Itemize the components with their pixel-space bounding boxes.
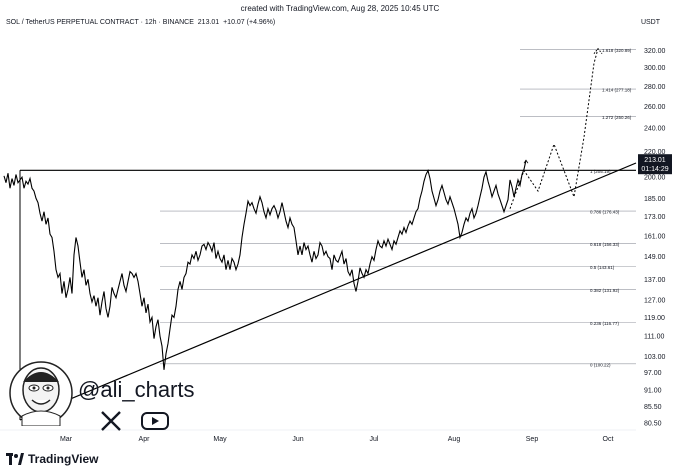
- y-tick-18: 85.50: [644, 404, 662, 411]
- x-tick-4: Jul: [370, 436, 379, 443]
- avatar-icon: [9, 361, 73, 426]
- price-badge-value: 213.01: [644, 157, 666, 164]
- y-tick-2: 280.00: [644, 84, 666, 91]
- tradingview-logo-icon: [6, 453, 24, 465]
- y-tick-9: 161.00: [644, 233, 666, 240]
- y-tick-16: 97.00: [644, 370, 662, 377]
- fib-label-9: 0 (100.22): [590, 362, 611, 367]
- x-tick-7: Oct: [603, 436, 614, 443]
- symbol-change: +10.07 (+4.96%): [223, 19, 276, 26]
- y-tick-13: 119.00: [644, 315, 665, 322]
- projection-path: [509, 48, 599, 209]
- x-tick-2: May: [213, 436, 227, 443]
- x-tick-3: Jun: [292, 436, 303, 443]
- price-badge-countdown: 01:14:29: [641, 166, 668, 173]
- price-badge: [638, 154, 672, 175]
- projection-arrow: [593, 47, 603, 54]
- created-caption: created with TradingView.com, Aug 28, 20…: [240, 4, 440, 13]
- symbol-header: SOL / TetherUS PERPETUAL CONTRACT · 12h …: [6, 19, 275, 26]
- fib-label-7: 0.382 (131.92): [590, 288, 620, 293]
- tradingview-name: TradingView: [28, 452, 99, 466]
- y-tick-17: 91.00: [644, 387, 662, 394]
- y-tick-7: 185.00: [644, 196, 666, 203]
- y-tick-3: 260.00: [644, 104, 666, 111]
- y-tick-0: 320.00: [644, 48, 666, 55]
- x-tick-1: Apr: [139, 436, 151, 443]
- x-tick-0: Mar: [60, 436, 73, 443]
- symbol-title: SOL / TetherUS PERPETUAL CONTRACT · 12h …: [6, 19, 194, 26]
- fib-label-0: 1.618 (320.89): [602, 48, 632, 53]
- y-tick-10: 149.00: [644, 254, 666, 261]
- y-tick-8: 173.00: [644, 214, 666, 221]
- y-tick-5: 220.00: [644, 149, 666, 156]
- symbol-price: 213.01: [197, 19, 220, 26]
- x-logo-icon: [101, 411, 121, 431]
- tradingview-brand: TradingView: [6, 452, 98, 466]
- y-tick-19: 80.50: [644, 420, 662, 427]
- fib-label-6: 0.5 (143.61): [590, 265, 615, 270]
- y-tick-14: 111.00: [644, 334, 664, 341]
- fib-label-5: 0.618 (156.33): [590, 242, 620, 247]
- fib-label-1: 1.414 (277.18): [602, 88, 632, 93]
- y-tick-6: 200.00: [644, 175, 666, 182]
- social-icons: [100, 410, 170, 432]
- y-tick-15: 103.00: [644, 354, 666, 361]
- x-tick-5: Aug: [448, 436, 461, 443]
- fib-label-8: 0.236 (116.77): [590, 321, 619, 326]
- price-line: [3, 160, 527, 370]
- x-tick-6: Sep: [526, 436, 539, 443]
- y-tick-12: 127.00: [644, 297, 666, 304]
- youtube-icon: [141, 412, 169, 430]
- fib-label-4: 0.786 (176.43): [590, 210, 620, 215]
- fib-label-3: 1 (205.19): [590, 169, 611, 174]
- fib-label-2: 1.272 (250.26): [602, 115, 632, 120]
- y-tick-11: 137.00: [644, 277, 666, 284]
- trendline: [19, 162, 637, 421]
- last-price-arrow: [523, 159, 529, 164]
- watermark-handle: @ali_charts: [78, 377, 195, 402]
- currency-label: USDT: [640, 19, 660, 26]
- y-tick-1: 300.00: [644, 65, 666, 72]
- y-tick-4: 240.00: [644, 125, 666, 132]
